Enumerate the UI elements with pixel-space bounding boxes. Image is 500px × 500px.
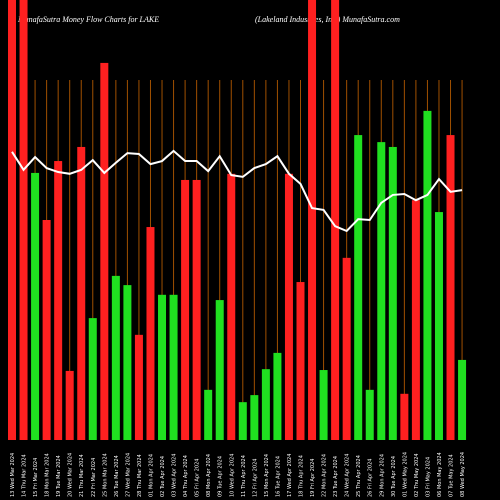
x-tick-label: 06 Mon May 2024 [437, 452, 443, 497]
bar [400, 393, 409, 440]
x-tick-label: 24 Wed Apr 2024 [345, 454, 351, 497]
x-tick-label: 04 Thu Apr 2024 [183, 455, 189, 497]
x-tick-label: 18 Mon Mar 2024 [45, 453, 51, 497]
bar [238, 402, 247, 440]
bar [146, 227, 155, 440]
x-tick-label: 05 Fri Apr 2024 [195, 459, 201, 497]
x-tick-label: 15 Fri Mar 2024 [33, 458, 39, 497]
x-tick-label: 03 Fri May 2024 [425, 457, 431, 497]
x-tick-label: 18 Thu Apr 2024 [299, 455, 305, 497]
x-tick-label: 30 Tue Apr 2024 [391, 456, 397, 497]
x-tick-label: 13 Wed Mar 2024 [10, 453, 16, 497]
x-tick-label: 23 Tue Apr 2024 [333, 456, 339, 497]
x-tick-label: 12 Fri Apr 2024 [252, 459, 258, 497]
x-tick-label: 14 Thu Mar 2024 [22, 454, 28, 497]
x-tick-label: 26 Tue Mar 2024 [114, 455, 120, 497]
bar [88, 318, 97, 440]
bar [434, 212, 443, 440]
bar [458, 359, 467, 440]
x-tick-label: 27 Wed Mar 2024 [125, 453, 131, 497]
x-tick-label: 22 Fri Mar 2024 [91, 458, 97, 497]
bar [388, 146, 397, 440]
bar [354, 135, 363, 440]
bar [250, 395, 259, 440]
bar [227, 173, 236, 441]
x-tick-label: 03 Wed Apr 2024 [172, 454, 178, 497]
x-tick-label: 01 Wed May 2024 [402, 452, 408, 497]
bar [331, 0, 340, 440]
bar [65, 370, 74, 440]
bar [446, 135, 455, 440]
x-tick-label: 25 Thu Apr 2024 [356, 455, 362, 497]
bar [8, 0, 16, 440]
bar [123, 285, 132, 440]
x-tick-label: 08 Wed May 2024 [460, 452, 466, 497]
x-tick-label: 17 Wed Apr 2024 [287, 454, 293, 497]
bar [54, 161, 63, 441]
x-tick-label: 25 Mon Mar 2024 [102, 453, 108, 497]
bar [377, 142, 386, 440]
money-flow-line [11, 149, 463, 233]
x-tick-label: 21 Thu Mar 2024 [79, 454, 85, 497]
bar [31, 172, 40, 441]
x-tick-label: 02 Thu May 2024 [414, 453, 420, 497]
bar [134, 334, 143, 440]
x-tick-label: 15 Mon Apr 2024 [264, 454, 270, 497]
chart-subtitle: (Lakeland Industries, Inc.) MunafaSutra.… [255, 15, 400, 24]
x-tick-label: 20 Wed Mar 2024 [68, 453, 74, 497]
bar [423, 110, 432, 440]
x-tick-label: 07 Tue May 2024 [449, 454, 455, 497]
x-tick-label: 19 Tue Mar 2024 [56, 455, 62, 497]
x-tick-label: 16 Tue Apr 2024 [275, 456, 281, 497]
bar [342, 257, 351, 440]
x-tick-label: 09 Tue Apr 2024 [218, 456, 224, 497]
bar [319, 370, 328, 440]
x-tick-label: 08 Mon Apr 2024 [206, 454, 212, 497]
x-tick-label: 22 Mon Apr 2024 [322, 454, 328, 497]
bar [365, 389, 374, 440]
x-tick-label: 02 Tue Apr 2024 [160, 456, 166, 497]
x-tick-label: 29 Mon Apr 2024 [379, 454, 385, 497]
bar [19, 0, 28, 440]
x-tick-label: 11 Thu Apr 2024 [241, 455, 247, 497]
bar [42, 220, 51, 440]
bar [181, 179, 190, 440]
x-tick-label: 19 Fri Apr 2024 [310, 459, 316, 497]
bar [169, 294, 178, 440]
x-tick-label: 28 Thu Mar 2024 [137, 454, 143, 497]
bar [296, 282, 305, 440]
bar [158, 294, 167, 440]
bar [308, 0, 317, 440]
bar [261, 369, 270, 440]
bar [100, 62, 109, 441]
chart-title: MunafaSutra Money Flow Charts for LAKE [17, 15, 159, 24]
x-tick-label: 01 Mon Apr 2024 [148, 454, 154, 497]
bar [192, 179, 201, 440]
bar [411, 200, 420, 440]
bar [284, 173, 293, 441]
bar [111, 275, 120, 440]
bar [204, 389, 213, 440]
bar [77, 146, 86, 440]
x-tick-label: 10 Wed Apr 2024 [229, 454, 235, 497]
bar [215, 300, 224, 440]
x-tick-label: 26 Fri Apr 2024 [368, 459, 374, 497]
bar [273, 352, 282, 440]
